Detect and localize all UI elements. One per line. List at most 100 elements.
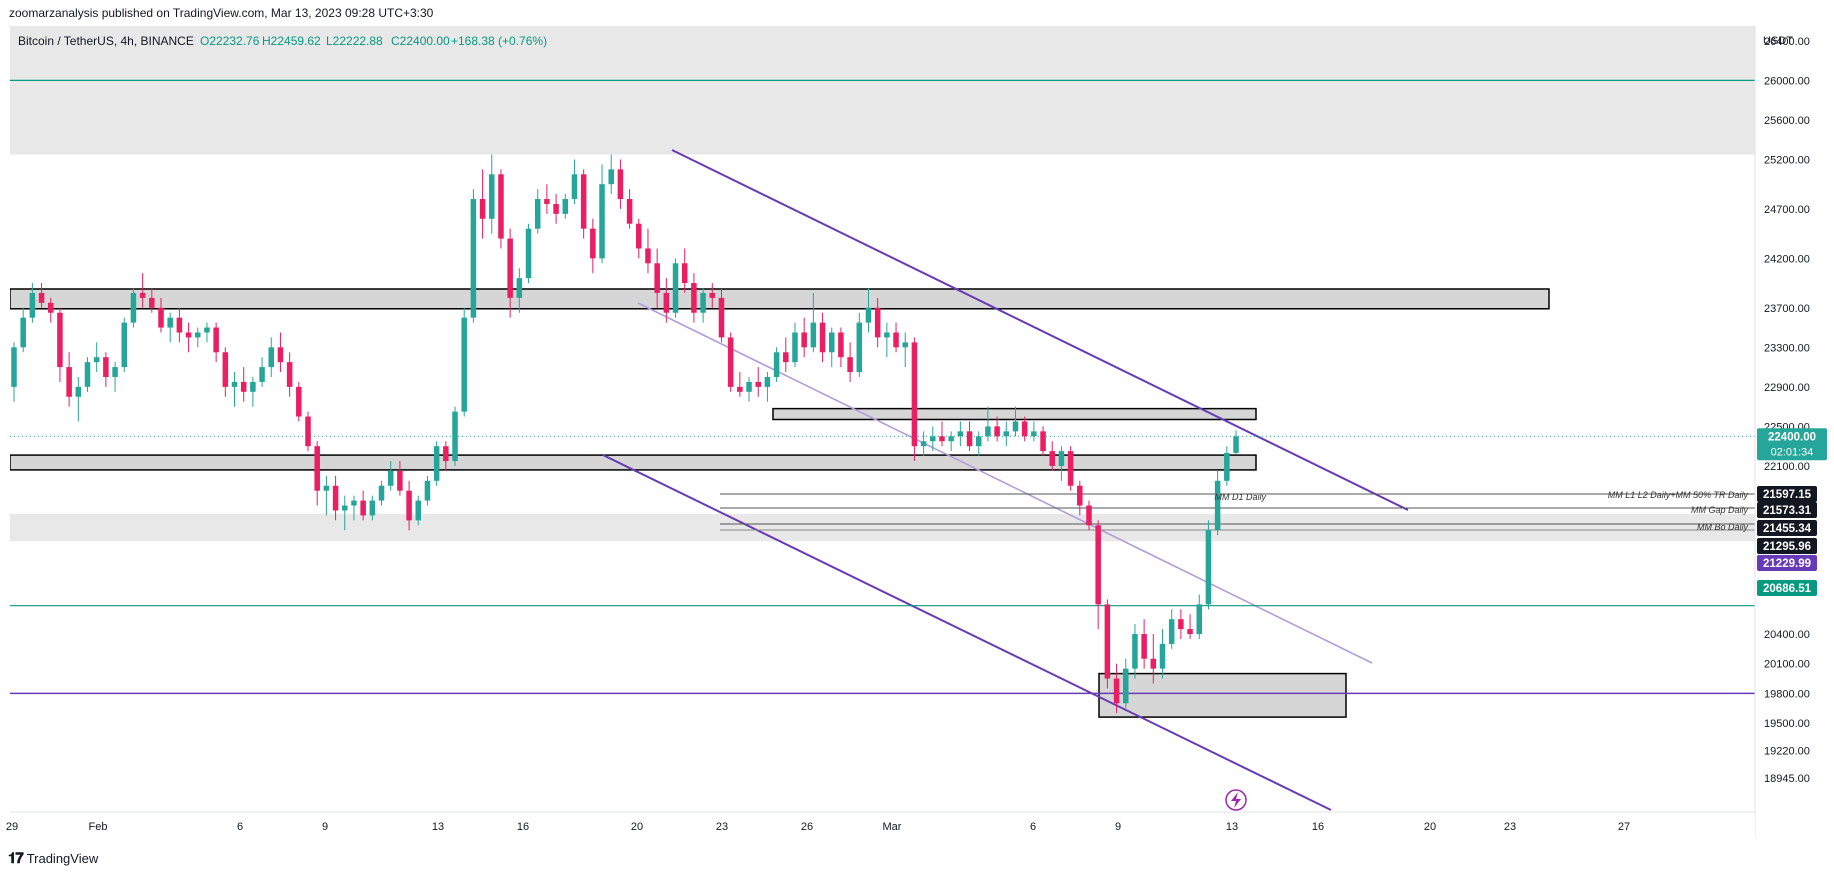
footer-brand[interactable]: TradingView (26, 851, 99, 866)
candle (1150, 634, 1157, 684)
candle (195, 327, 201, 348)
tradingview-logo-icon[interactable]: 𝟏𝟕 (8, 850, 24, 867)
candle-body (1187, 629, 1193, 635)
candle-body (737, 386, 743, 392)
candle-body (103, 357, 109, 377)
candle (268, 337, 275, 377)
lightning-icon[interactable] (1225, 789, 1247, 811)
zone-box[interactable] (1098, 672, 1347, 718)
price-tick-label: 22100.00 (1764, 461, 1810, 473)
candle-body (838, 332, 844, 358)
time-tick-label: Mar (883, 821, 902, 833)
candle (1040, 426, 1046, 457)
candle-body (966, 431, 973, 447)
candle (534, 189, 541, 234)
time-tick-label: 23 (1504, 821, 1516, 833)
candle (1049, 441, 1055, 471)
price-tag: 21597.15 (1757, 486, 1817, 502)
candle-body (1049, 451, 1055, 466)
candle-body (507, 238, 513, 298)
candle-body (1077, 485, 1083, 506)
candle-body (801, 332, 807, 348)
candle-body (700, 292, 706, 313)
price-tick-label: 24700.00 (1764, 204, 1810, 216)
candle-body (1104, 604, 1111, 679)
candle-body (424, 480, 431, 501)
zones-layer (10, 26, 1755, 718)
candle-body (29, 292, 36, 318)
candle-body (369, 500, 376, 516)
candle (884, 322, 890, 358)
candle (856, 312, 863, 377)
candle (1086, 500, 1092, 531)
candle-body (626, 199, 633, 224)
candle-body (406, 490, 412, 521)
candle-body (286, 362, 293, 387)
candle (1067, 446, 1074, 491)
candle-body (544, 199, 550, 204)
candle-body (415, 500, 422, 521)
candle-body (571, 174, 578, 200)
time-tick-label: 13 (432, 821, 444, 833)
candle (332, 475, 339, 521)
channel-mid-line[interactable] (637, 302, 1373, 664)
candle (1233, 430, 1239, 454)
candle-body (323, 485, 330, 491)
legend-open: O22232.76 (200, 34, 260, 48)
zone-band[interactable] (10, 26, 1755, 155)
price-tick-label: 23300.00 (1764, 342, 1810, 354)
candle-body (176, 317, 183, 333)
candle-body (636, 223, 642, 249)
zone-box[interactable] (772, 407, 1257, 421)
candle (1224, 446, 1230, 486)
candle-body (1168, 619, 1175, 644)
candle (360, 490, 366, 521)
candle (342, 495, 348, 531)
time-axis[interactable] (10, 812, 1755, 838)
candle (1113, 663, 1120, 714)
candle-body (84, 362, 91, 387)
candle-body (783, 352, 789, 363)
price-tick-label: 20100.00 (1764, 659, 1810, 671)
candle (792, 322, 798, 368)
candle-body (654, 263, 660, 293)
channel-upper-line[interactable] (671, 149, 1409, 511)
candle (489, 154, 495, 234)
candle (636, 218, 642, 259)
candle-body (930, 436, 936, 442)
candle (939, 421, 945, 447)
candle (902, 332, 908, 368)
candle (599, 164, 605, 264)
price-tag: 21229.99 (1757, 555, 1817, 571)
price-tag: 21573.31 (1757, 502, 1817, 518)
candle-body (342, 505, 348, 511)
candle-body (1113, 678, 1120, 704)
candle-body (268, 347, 275, 368)
candle-body (1205, 530, 1212, 605)
legend-symbol[interactable]: Bitcoin / TetherUS, 4h, BINANCE (18, 34, 194, 48)
price-tick-label: 24200.00 (1764, 253, 1810, 265)
candle (865, 288, 872, 333)
candle-body (865, 307, 872, 323)
candle-body (1132, 634, 1138, 669)
candle-body (1224, 452, 1230, 481)
candle (406, 480, 412, 531)
candle-body (1040, 431, 1046, 452)
candle (305, 411, 311, 452)
candle (167, 312, 173, 343)
candle-body (93, 357, 100, 363)
candle-body (158, 307, 164, 328)
candle-body (920, 441, 927, 447)
channel-lower-line[interactable] (602, 454, 1332, 811)
zone-box[interactable] (10, 288, 1550, 310)
candle-body (792, 332, 798, 363)
price-tag-background (1757, 555, 1817, 571)
candle (387, 461, 394, 491)
candle (452, 406, 458, 466)
price-tick-label: 26400.00 (1764, 36, 1810, 48)
candle (874, 297, 881, 348)
candle (626, 189, 633, 229)
candle (158, 297, 164, 333)
zone-band[interactable] (10, 513, 1755, 542)
